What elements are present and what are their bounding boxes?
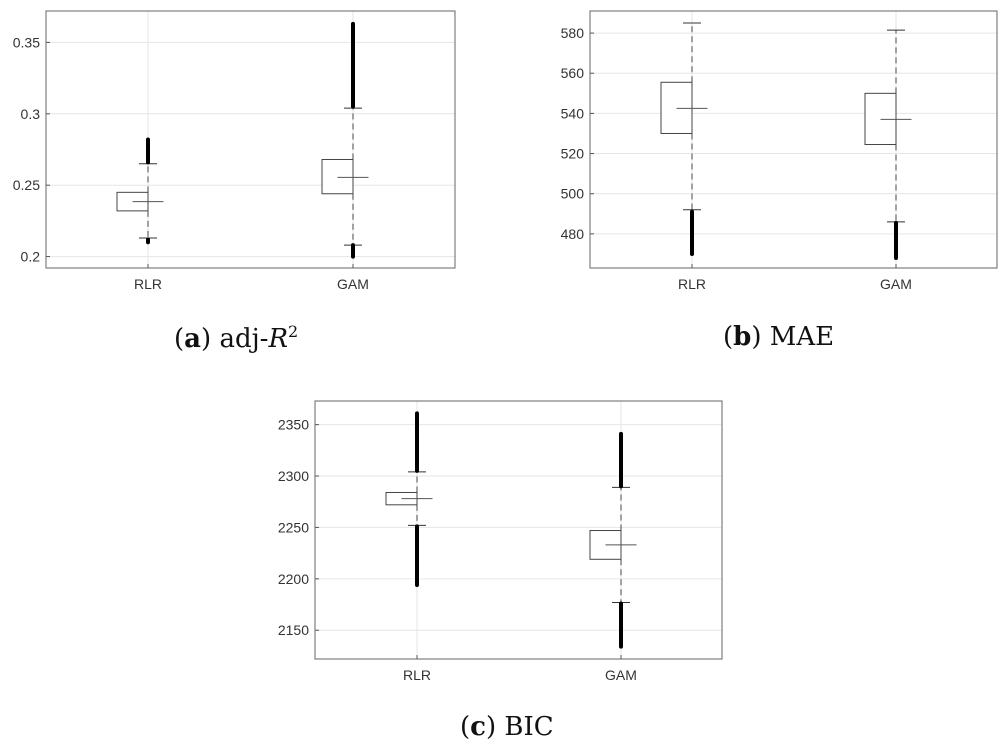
- x-tick-label: RLR: [403, 667, 431, 683]
- caption-b: (b) MAE: [723, 322, 835, 352]
- boxplot-bic: 2150 2200 2250 2300 2350 RLR GAM: [278, 400, 723, 683]
- box-gam: [321, 21, 369, 259]
- y-tick-label: 520: [561, 146, 585, 162]
- plot-area: [315, 401, 722, 659]
- outlier-min: [351, 255, 355, 259]
- plot-border: [314, 400, 723, 660]
- plot-border: [589, 10, 998, 269]
- x-tick-label: GAM: [605, 667, 637, 683]
- chart-panel-b: 480 500 520 540 560 580 RLR GAM: [540, 0, 1002, 300]
- y-tick-label: 580: [561, 25, 585, 41]
- outlier-min: [146, 240, 150, 244]
- y-tick-label: 0.3: [21, 106, 41, 122]
- iqr-box: [321, 158, 354, 195]
- outlier-max: [146, 138, 150, 141]
- outlier-max: [415, 411, 419, 415]
- chart-panel-a: 0.2 0.25 0.3 0.35 RLR GAM: [0, 0, 470, 300]
- boxplot-mae: 480 500 520 540 560 580 RLR GAM: [561, 10, 998, 292]
- chart-panel-c: 2150 2200 2250 2300 2350 RLR GAM: [260, 390, 740, 690]
- x-tick-label: RLR: [678, 276, 706, 292]
- outlier-min: [619, 645, 623, 649]
- caption-c: (c) BIC: [460, 712, 554, 742]
- box-rlr: [385, 411, 433, 587]
- y-tick-label: 2250: [278, 519, 309, 535]
- outlier-min: [690, 252, 694, 256]
- outlier-max: [619, 432, 623, 436]
- iqr-box: [864, 92, 897, 146]
- outlier-max: [351, 22, 355, 26]
- y-tick-label: 540: [561, 105, 585, 121]
- box-rlr: [116, 137, 164, 245]
- y-tick-label: 480: [561, 226, 585, 242]
- x-tick-label: GAM: [880, 276, 912, 292]
- plot-area: [46, 11, 455, 268]
- y-tick-label: 2300: [278, 468, 309, 484]
- x-tick-label: GAM: [337, 276, 369, 292]
- y-tick-label: 2200: [278, 571, 309, 587]
- y-tick-label: 0.35: [13, 34, 40, 50]
- y-tick-label: 0.2: [21, 249, 41, 265]
- plot-area: [590, 11, 997, 268]
- iqr-box: [660, 81, 693, 134]
- y-tick-label: 500: [561, 186, 585, 202]
- y-tick-label: 2150: [278, 622, 309, 638]
- outlier-min: [415, 583, 419, 587]
- boxplot-adj-r2: 0.2 0.25 0.3 0.35 RLR GAM: [13, 10, 456, 292]
- box-gam: [589, 431, 637, 649]
- box-rlr: [660, 22, 708, 256]
- y-tick-label: 0.25: [13, 177, 40, 193]
- caption-a: (a) adj-R2: [174, 322, 299, 354]
- outlier-min: [894, 256, 898, 260]
- y-tick-label: 560: [561, 65, 585, 81]
- x-tick-label: RLR: [134, 276, 162, 292]
- box-gam: [864, 29, 912, 260]
- plot-border: [45, 10, 456, 269]
- y-tick-label: 2350: [278, 417, 309, 433]
